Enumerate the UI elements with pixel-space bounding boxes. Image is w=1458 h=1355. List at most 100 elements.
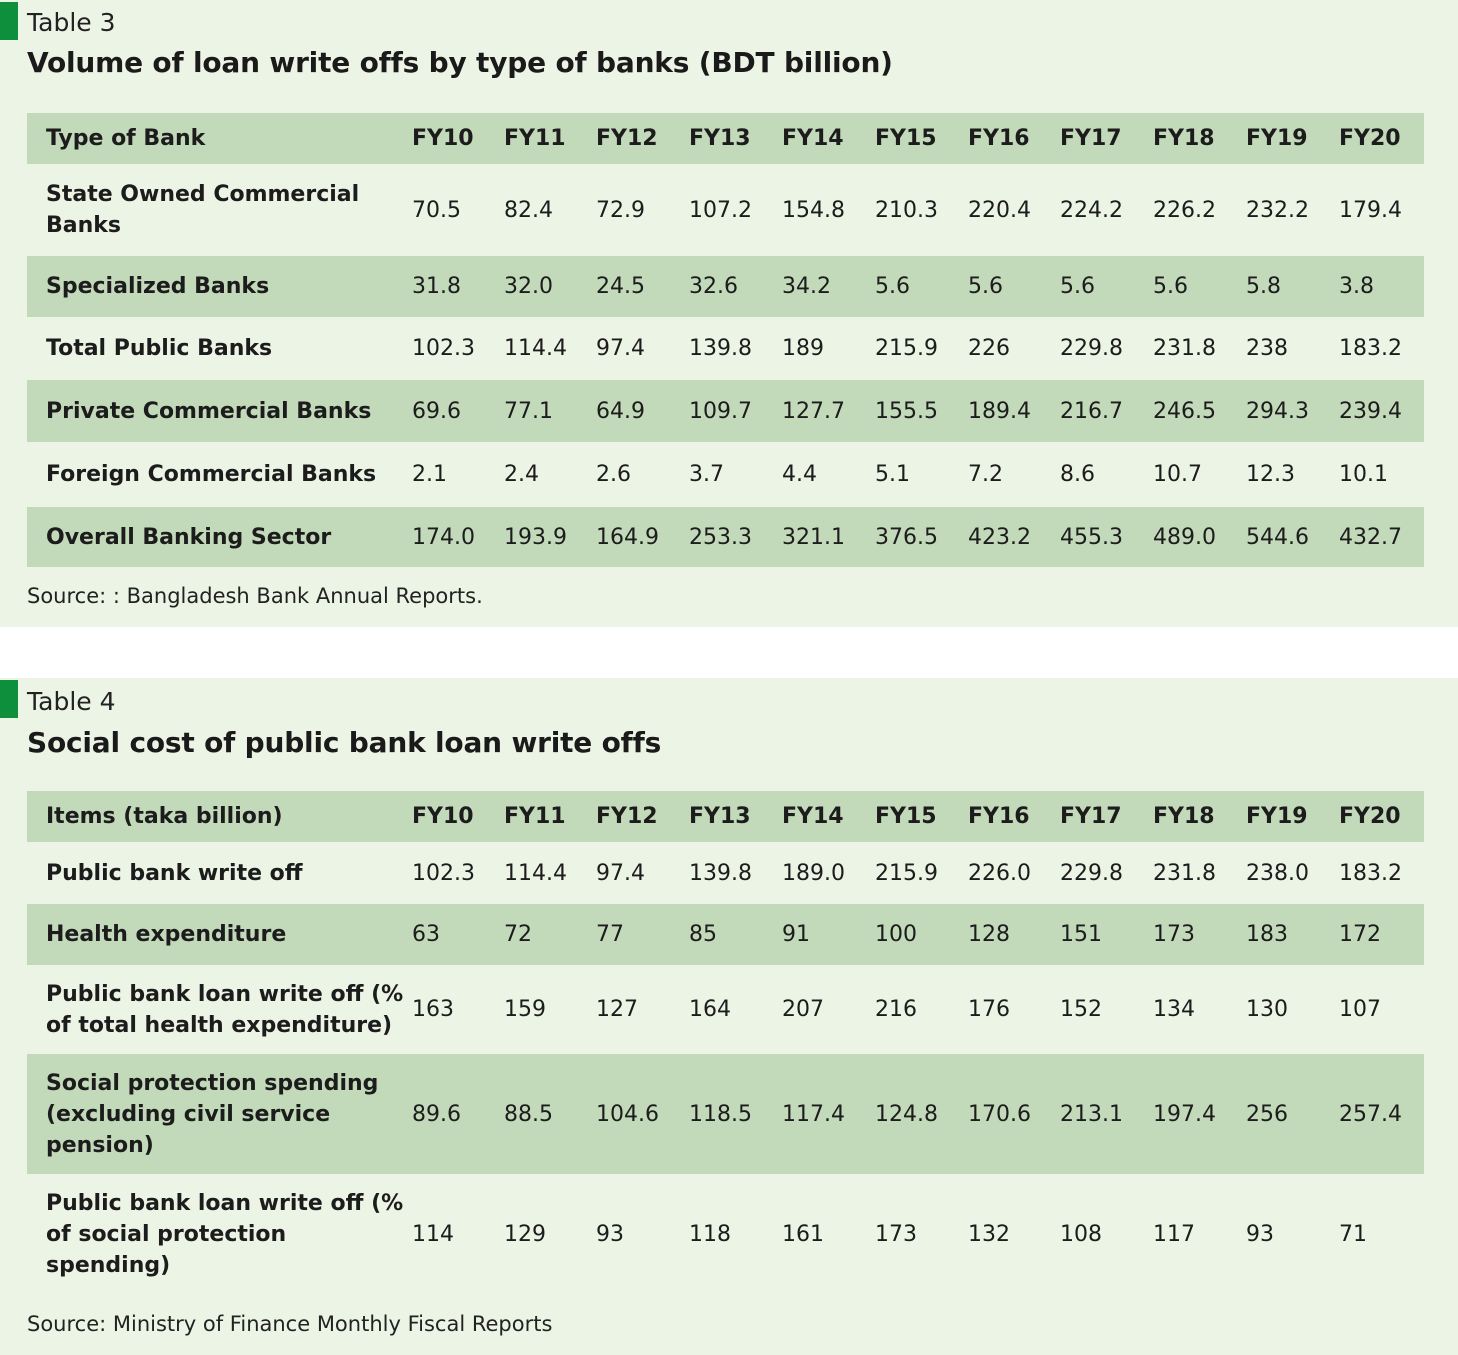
row-label: Overall Banking Sector [46,524,332,550]
column-header-year: FY20 [1339,804,1401,829]
row-label: Public bank write off [46,860,303,886]
table-cell: 128 [968,922,1010,947]
table-cell: 455.3 [1060,524,1123,550]
column-header-year: FY19 [1246,804,1308,829]
table-cell: 117.4 [782,1101,845,1127]
table-cell: 176 [968,997,1010,1022]
table-cell: 179.4 [1339,197,1402,223]
table-cell: 69.6 [412,398,461,424]
column-header-year: FY16 [968,126,1030,151]
table-cell: 173 [1153,922,1195,947]
table-cell: 174.0 [412,524,475,550]
table-cell: 102.3 [412,336,475,361]
table-cell: 154.8 [782,197,845,223]
table-cell: 232.2 [1246,197,1309,223]
table-cell: 3.8 [1339,274,1374,299]
table-cell: 155.5 [875,398,938,424]
table-cell: 423.2 [968,524,1031,550]
table-cell: 216 [875,997,917,1022]
table-cell: 88.5 [504,1101,553,1127]
table-cell: 183 [1246,922,1288,947]
table-cell: 152 [1060,997,1102,1022]
column-header-year: FY18 [1153,804,1215,829]
table-cell: 239.4 [1339,398,1402,424]
table-row: Social protection spending (excluding ci… [27,1054,1424,1174]
table-cell: 97.4 [596,860,645,886]
table-3-panel: Table 3 Volume of loan write offs by typ… [0,0,1458,627]
table-cell: 118 [689,1221,731,1247]
table-cell: 104.6 [596,1101,659,1127]
table-cell: 246.5 [1153,398,1216,424]
table-cell: 97.4 [596,336,645,361]
table-title: Volume of loan write offs by type of ban… [27,46,893,79]
table-cell: 32.0 [504,274,553,299]
table-cell: 216.7 [1060,398,1123,424]
table-row: State Owned Commercial Banks 70.5 82.4 72.9… [27,164,1424,256]
table-3: Type of Bank FY10 FY11 FY12 FY13 FY14 FY15 FY16… [27,113,1424,567]
column-header-year: FY18 [1153,126,1215,151]
column-header-year: FY13 [689,126,751,151]
table-cell: 72 [504,922,532,947]
table-cell: 226.0 [968,860,1031,886]
column-header-year: FY19 [1246,126,1308,151]
table-cell: 32.6 [689,274,738,299]
table-cell: 226 [968,336,1010,361]
table-cell: 193.9 [504,524,567,550]
table-cell: 5.1 [875,462,910,487]
table-cell: 127.7 [782,398,845,424]
table-cell: 376.5 [875,524,938,550]
table-cell: 10.7 [1153,462,1202,487]
table-cell: 114.4 [504,860,567,886]
table-title: Social cost of public bank loan write of… [27,726,662,759]
table-cell: 129 [504,1221,546,1247]
table-cell: 89.6 [412,1101,461,1127]
column-header-year: FY12 [596,126,658,151]
table-cell: 93 [1246,1221,1274,1247]
table-cell: 151 [1060,922,1102,947]
table-cell: 107 [1339,997,1381,1022]
table-cell: 72.9 [596,197,645,223]
table-cell: 114.4 [504,336,567,361]
table-cell: 132 [968,1221,1010,1247]
table-cell: 321.1 [782,524,845,550]
table-cell: 220.4 [968,197,1031,223]
table-cell: 170.6 [968,1101,1031,1127]
table-cell: 130 [1246,997,1288,1022]
table-cell: 93 [596,1221,624,1247]
table-cell: 253.3 [689,524,752,550]
table-cell: 2.6 [596,462,631,487]
table-cell: 189 [782,336,824,361]
row-label: Private Commercial Banks [46,398,372,424]
column-header-year: FY17 [1060,126,1122,151]
table-cell: 8.6 [1060,462,1095,487]
column-header-label: Items (taka billion) [46,804,283,829]
table-cell: 5.6 [1060,274,1095,299]
table-cell: 183.2 [1339,336,1402,361]
table-cell: 77 [596,922,624,947]
table-cell: 31.8 [412,274,461,299]
column-header-label: Type of Bank [46,126,206,151]
column-header-year: FY13 [689,804,751,829]
table-cell: 257.4 [1339,1101,1402,1127]
table-cell: 213.1 [1060,1101,1123,1127]
table-cell: 432.7 [1339,524,1402,550]
table-cell: 64.9 [596,398,645,424]
table-cell: 197.4 [1153,1101,1216,1127]
table-cell: 10.1 [1339,462,1388,487]
column-header-year: FY14 [782,126,844,151]
table-cell: 489.0 [1153,524,1216,550]
column-header-year: FY17 [1060,804,1122,829]
table-header-row: Type of Bank FY10 FY11 FY12 FY13 FY14 FY15 FY16… [27,113,1424,164]
table-cell: 238 [1246,336,1288,361]
table-cell: 2.4 [504,462,539,487]
table-row: Overall Banking Sector 174.0 193.9 164.9 253… [27,507,1424,567]
table-cell: 2.1 [412,462,447,487]
table-cell: 3.7 [689,462,724,487]
column-header-year: FY11 [504,126,566,151]
table-cell: 172 [1339,922,1381,947]
table-cell: 231.8 [1153,860,1216,886]
table-cell: 139.8 [689,336,752,361]
table-cell: 109.7 [689,398,752,424]
table-cell: 210.3 [875,197,938,223]
table-cell: 108 [1060,1221,1102,1247]
